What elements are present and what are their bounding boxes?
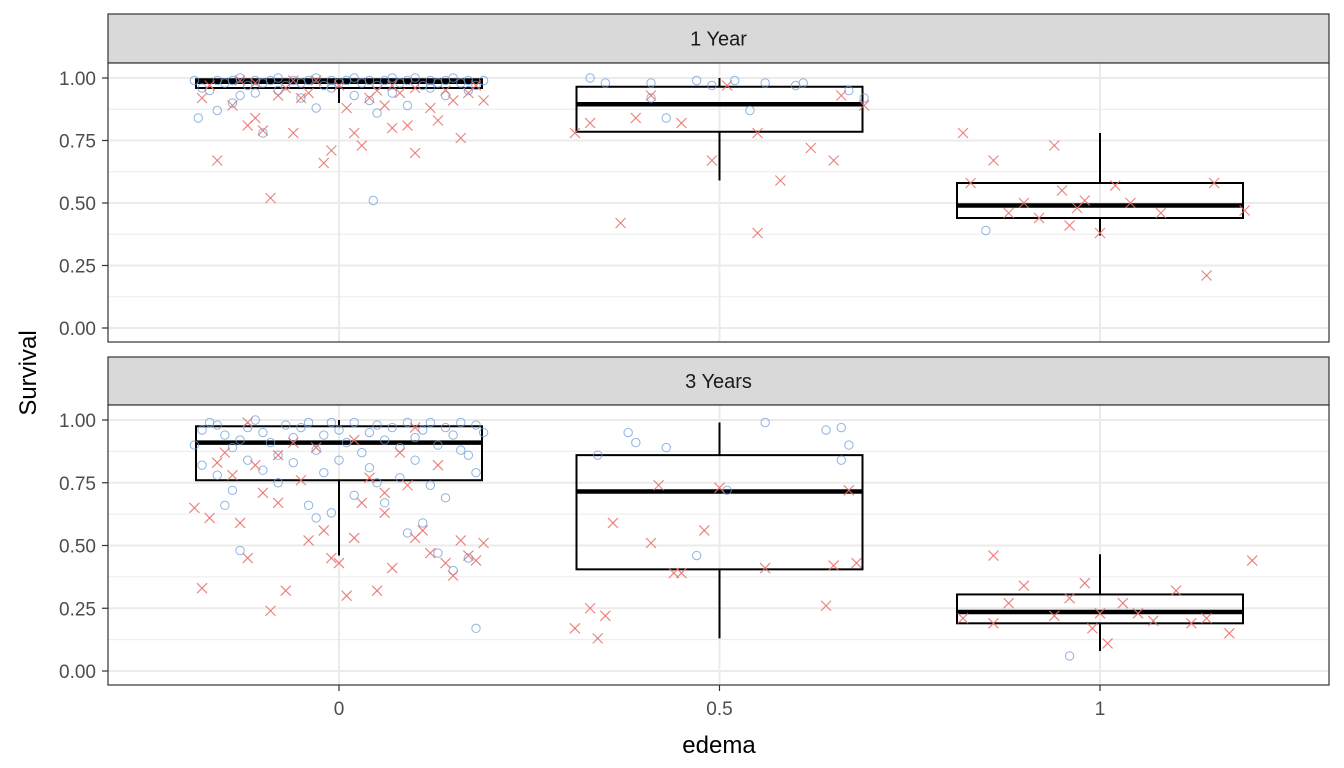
x-axis-title: edema (682, 732, 756, 759)
facet-strip-label: 1 Year (690, 29, 747, 51)
y-tick-label: 0.75 (59, 132, 96, 153)
y-axis-title: Survival (15, 330, 42, 415)
y-tick-label: 1.00 (59, 411, 96, 432)
y-tick-label: 0.75 (59, 474, 96, 495)
y-tick-label: 0.25 (59, 599, 96, 620)
y-tick-label: 0.00 (59, 662, 96, 683)
y-tick-label: 0.00 (59, 319, 96, 340)
facet-strip-label: 3 Years (685, 371, 752, 393)
x-axis: 0 0.5 1 (334, 685, 1106, 720)
x-tick-label: 0 (334, 699, 345, 720)
y-tick-label: 0.50 (59, 194, 96, 215)
y-tick-label: 0.50 (59, 537, 96, 558)
x-tick-label: 0.5 (706, 699, 732, 720)
y-tick-label: 0.25 (59, 257, 96, 278)
panel-3-years: 3 Years 0.00 0.25 0.50 0.75 1.00 (59, 357, 1329, 685)
x-tick-label: 1 (1095, 699, 1106, 720)
y-tick-label: 1.00 (59, 69, 96, 90)
panel-1-year: 1 Year 0.00 0.25 0.50 0.75 1.00 (59, 14, 1329, 342)
